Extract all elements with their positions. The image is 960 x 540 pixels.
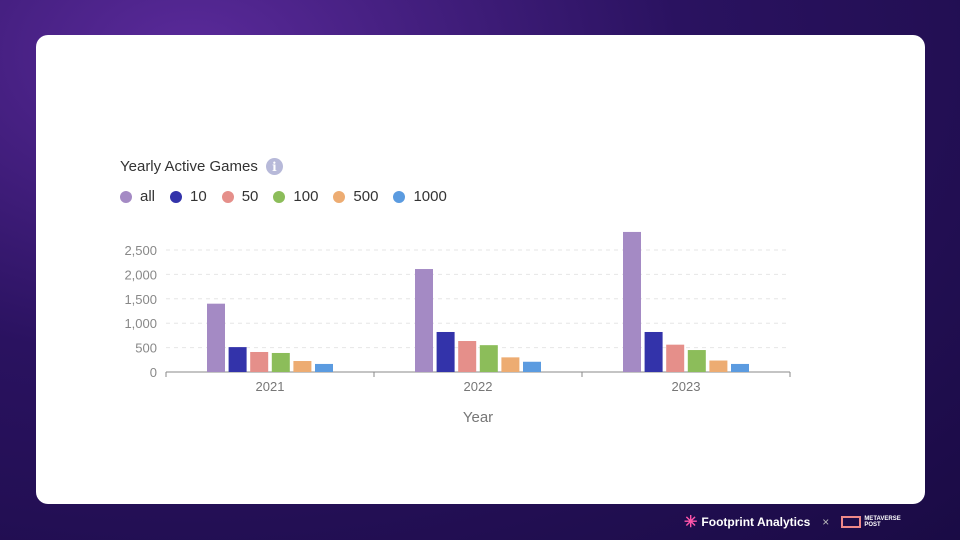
chart-card: [36, 35, 925, 504]
legend-dot: [393, 190, 406, 203]
legend-item-all[interactable]: all: [120, 188, 155, 205]
y-tick-label: 2,500: [124, 243, 157, 258]
bar-50-2021: [250, 351, 269, 372]
bar-50-2023: [666, 344, 685, 372]
bar-1000-2021: [315, 363, 333, 372]
info-icon[interactable]: i: [265, 158, 283, 175]
bar-100-2022: [479, 345, 498, 372]
bar-500-2022: [501, 357, 520, 372]
legend-label: all: [140, 188, 156, 205]
legend-dot: [273, 190, 286, 203]
legend-item-10[interactable]: 10: [170, 188, 207, 205]
legend-label: 100: [293, 188, 319, 205]
y-tick-label: 1,000: [124, 316, 157, 331]
legend-dot: [120, 190, 132, 203]
bar-all-2022: [415, 269, 433, 372]
legend-item-100[interactable]: 100: [273, 188, 318, 205]
y-tick-label: 1,500: [124, 292, 157, 307]
bar-100-2021: [271, 352, 290, 372]
bar-all-2021: [207, 303, 225, 372]
chart-title: Yearly Active Games: [120, 158, 258, 175]
x-tick-label: 2021: [256, 379, 285, 394]
chart-title-row: Yearly Active Games i: [120, 158, 283, 175]
footer-brand: Footprint Analytics: [701, 515, 811, 529]
bar-500-2023: [709, 360, 728, 372]
x-tick-label: 2022: [464, 379, 493, 394]
legend-dot: [333, 190, 346, 203]
bar-10-2023: [644, 331, 663, 372]
legend-item-50[interactable]: 50: [221, 188, 259, 205]
legend: all 10 50 100 500 1000: [120, 188, 447, 205]
bar-1000-2023: [731, 363, 749, 372]
bar-100-2023: [687, 350, 706, 372]
footer-partner: METAVERSE POST: [864, 516, 901, 528]
footer-separator: ×: [822, 515, 830, 529]
bar-10-2022: [436, 331, 455, 372]
y-tick-label: 2,000: [124, 267, 157, 282]
y-tick-label: 500: [135, 341, 157, 356]
legend-label: 10: [190, 188, 207, 205]
x-axis-label: Year: [463, 409, 493, 426]
x-tick-label: 2023: [672, 379, 701, 394]
footprint-logo-icon: ✳: [684, 514, 698, 531]
bar-all-2023: [623, 231, 641, 372]
legend-dot: [170, 190, 183, 203]
y-tick-label: 0: [150, 365, 157, 380]
metaverse-post-logo: METAVERSE POST: [841, 516, 901, 528]
bar-10-2021: [228, 347, 247, 372]
legend-label: 500: [353, 188, 379, 205]
bar-1000-2022: [523, 361, 541, 372]
legend-item-1000[interactable]: 1000: [393, 188, 447, 205]
legend-dot: [221, 190, 234, 203]
legend-label: 1000: [413, 188, 447, 205]
legend-item-500[interactable]: 500: [333, 188, 378, 205]
footer: ✳ Footprint Analytics × METAVERSE POST: [684, 512, 901, 532]
bar-500-2021: [293, 361, 312, 372]
legend-label: 50: [241, 188, 259, 205]
bar-50-2022: [458, 341, 477, 372]
